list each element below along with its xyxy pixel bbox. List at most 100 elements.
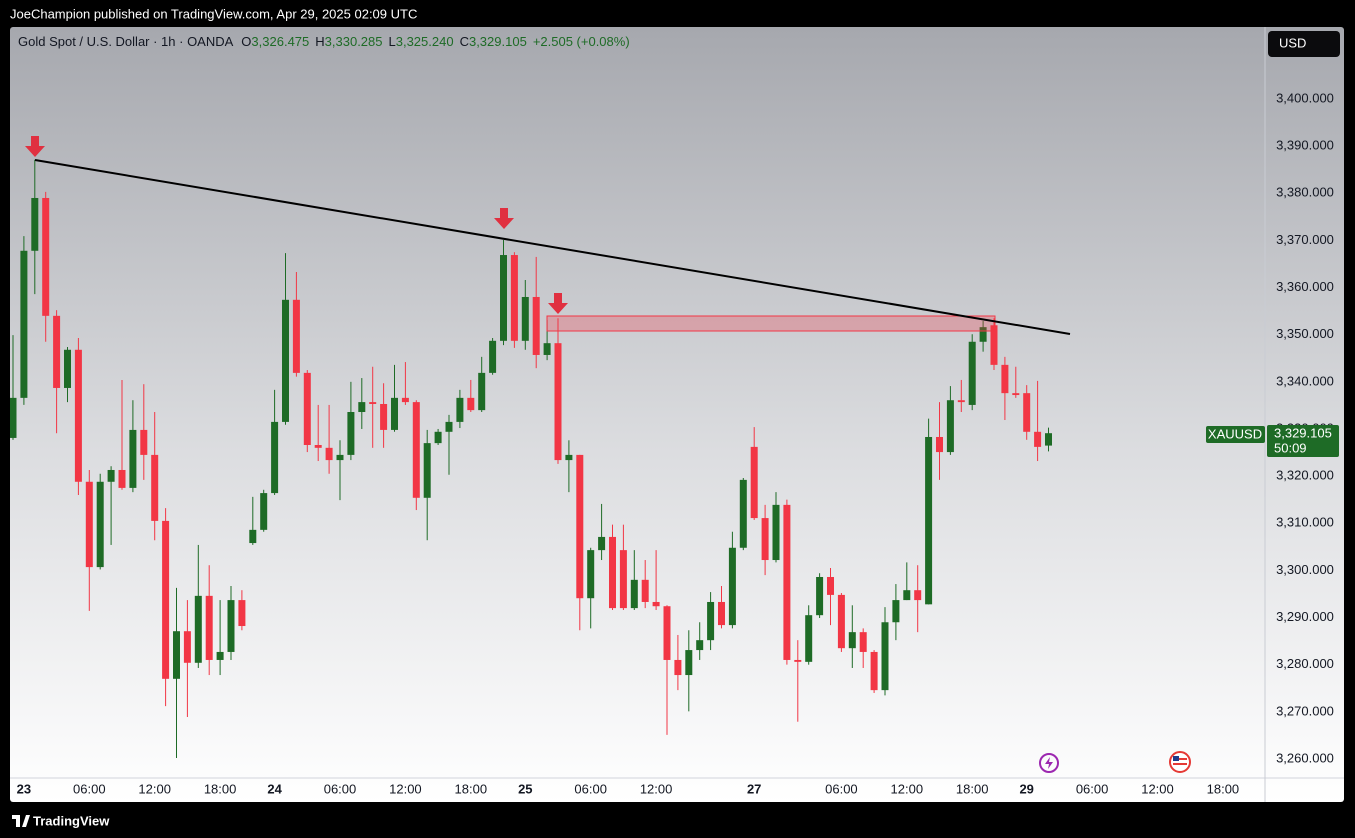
ohlc-value: 3,326.475 (251, 34, 309, 49)
candle-body (598, 536, 606, 551)
symbol-tag-text: XAUUSD (1208, 426, 1262, 441)
brand: TradingView (12, 813, 110, 828)
ohlc-key: O (241, 34, 251, 49)
candle-body (347, 412, 355, 455)
candle-body (478, 372, 486, 411)
candle-body (674, 659, 682, 676)
y-tick-label: 3,320.000 (1276, 468, 1334, 483)
x-tick-label: 06:00 (73, 781, 106, 796)
y-tick-label: 3,300.000 (1276, 562, 1334, 577)
x-tick-label: 18:00 (455, 781, 488, 796)
x-tick-label: 12:00 (891, 781, 924, 796)
flag-icon[interactable] (1169, 751, 1191, 773)
candle-body (314, 445, 322, 448)
candle-body (380, 403, 388, 430)
candle-body (685, 650, 693, 676)
candle-body (1001, 364, 1009, 394)
flag-canton (1173, 756, 1179, 761)
candle-body (118, 469, 126, 488)
candle-body (1045, 433, 1052, 446)
arrow-down (494, 208, 514, 229)
candle-body (74, 349, 82, 482)
x-tick-label: 18:00 (204, 781, 237, 796)
currency: USD (1279, 35, 1306, 50)
candle-body (510, 255, 518, 341)
candle-body (587, 550, 595, 599)
candle-body (783, 504, 791, 660)
x-tick-label: 06:00 (825, 781, 858, 796)
candle-body (205, 595, 213, 660)
candle-body (173, 631, 180, 679)
x-tick-label: 24 (267, 781, 282, 796)
candle-body (521, 296, 529, 341)
ohlc-value: 3,329.105 (469, 34, 527, 49)
candle-body (42, 197, 50, 316)
x-tick-label: 18:00 (1207, 781, 1240, 796)
x-tick-label: 25 (518, 781, 532, 796)
candle-body (10, 397, 17, 438)
candle-body (194, 595, 202, 663)
ohlc-value: 3,325.240 (396, 34, 454, 49)
candle-body (85, 481, 93, 568)
candle-body (718, 601, 725, 626)
publisher: JoeChampion published on TradingView.com… (10, 6, 417, 21)
candle-body (1034, 431, 1042, 447)
ohlc-key: H (315, 34, 324, 49)
candle-body (630, 579, 638, 609)
y-tick-label: 3,390.000 (1276, 138, 1334, 153)
candle-body (837, 594, 845, 649)
candle-body (750, 446, 758, 519)
candle-body (336, 454, 344, 461)
candle-body (925, 436, 933, 605)
symbol-title: Gold Spot / U.S. Dollar · 1h · OANDA (18, 34, 234, 49)
candle-body (652, 601, 660, 607)
brand-logo (12, 815, 30, 827)
candle-body (663, 606, 671, 660)
y-tick-label: 3,350.000 (1276, 326, 1334, 341)
resistance-zone (546, 315, 996, 332)
candle-body (183, 631, 191, 663)
time-axis: 23 06:00 12:00 18:00 24 06:00 12:00 18:00 25 06:0… (17, 781, 1240, 796)
price-tag (1267, 425, 1339, 457)
candle-body (696, 640, 704, 651)
x-tick-label: 18:00 (956, 781, 989, 796)
candle-body (881, 622, 889, 691)
candle-body (914, 590, 922, 601)
last-price: 3,329.105 (1274, 425, 1332, 440)
currency-button[interactable] (1268, 31, 1340, 57)
candle-body (96, 481, 104, 568)
x-tick-label: 23 (17, 781, 31, 796)
candle-body (325, 447, 333, 461)
candle-body (467, 397, 475, 411)
x-tick-label: 12:00 (1141, 781, 1174, 796)
y-tick-label: 3,260.000 (1276, 750, 1334, 765)
candle-body (619, 550, 627, 609)
candle-body (609, 536, 616, 609)
candle-body (53, 315, 61, 388)
candle-body (227, 600, 235, 652)
candle-body (358, 402, 366, 413)
candle-body (369, 402, 377, 404)
event-icon[interactable] (1039, 753, 1059, 773)
ohlc-key: C (460, 34, 469, 49)
ohlc-value: 3,330.285 (325, 34, 383, 49)
chart-panel (10, 27, 1344, 802)
candle-body (129, 429, 137, 488)
event-icons (1039, 751, 1191, 773)
candle-body (500, 255, 507, 341)
y-tick-label: 3,290.000 (1276, 609, 1334, 624)
candle-body (249, 529, 257, 544)
candle-body (805, 615, 813, 662)
candle-body (870, 651, 878, 691)
candle-body (739, 479, 747, 548)
candle-body (1023, 393, 1031, 432)
candle-body (1012, 393, 1020, 396)
candle-body (489, 340, 497, 373)
x-tick-label: 12:00 (640, 781, 673, 796)
last-price-tag: XAUUSD 3,329.105 50:09 (1206, 425, 1339, 457)
candle-body (728, 547, 736, 626)
candle-body (64, 349, 71, 388)
candle-body (401, 397, 409, 403)
candle-body (391, 397, 398, 430)
